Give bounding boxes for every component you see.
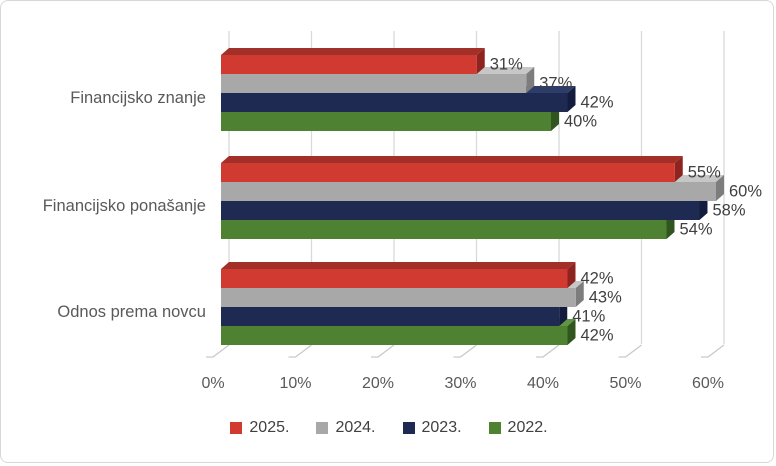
bar-2023-2: [221, 307, 560, 326]
data-label: 31%: [490, 56, 523, 74]
data-label: 43%: [589, 289, 622, 307]
legend-label: 2025.: [249, 419, 290, 436]
data-label: 37%: [539, 75, 572, 93]
bar-2022-0: [221, 112, 551, 131]
data-label: 60%: [729, 183, 762, 201]
floor-tick: [206, 344, 230, 358]
bar-end-2025-0: [476, 48, 485, 74]
bar-end-2025-2: [567, 262, 576, 288]
axis-tick-label: 0%: [201, 375, 224, 392]
legend-label: 2023.: [421, 419, 462, 436]
data-label: 41%: [572, 308, 605, 326]
bar-2025-0: [221, 55, 477, 74]
bar-end-2022-2: [567, 319, 576, 345]
legend-label: 2024.: [335, 419, 376, 436]
floor-tick: [536, 344, 560, 358]
bar-top-2025-2: [221, 262, 576, 269]
bar-end-2024-2: [575, 281, 584, 307]
category-label: Financijsko ponašanje: [43, 197, 206, 215]
bar-end-2023-0: [567, 86, 576, 112]
category-label: Odnos prema novcu: [57, 303, 206, 321]
bar-2022-2: [221, 326, 568, 345]
floor-tick: [618, 344, 642, 358]
data-label: 40%: [564, 113, 597, 131]
bar-end-2024-1: [716, 175, 724, 201]
axis-tick-label: 30%: [444, 375, 476, 392]
data-label: 54%: [680, 221, 713, 239]
data-label: 42%: [581, 94, 614, 112]
floor-tick: [288, 344, 312, 358]
axis-tick-label: 50%: [609, 375, 641, 392]
data-label: 55%: [688, 164, 721, 182]
floor-tick: [701, 344, 725, 358]
bar-end-2025-1: [674, 156, 683, 182]
legend-item-2025: 2025.: [230, 419, 289, 437]
axis-tick-label: 60%: [692, 375, 724, 392]
bar-2023-0: [221, 93, 568, 112]
data-label: 42%: [581, 270, 614, 288]
chart-legend: 2025. 2024. 2023. 2022.: [1, 415, 776, 441]
bar-2024-0: [221, 74, 527, 93]
axis-tick-label: 10%: [279, 375, 311, 392]
legend-swatch-2024: [316, 422, 329, 434]
data-label: 42%: [581, 327, 614, 345]
bar-end-2024-0: [526, 67, 535, 93]
bar-2023-1: [221, 201, 700, 220]
legend-item-2023: 2023.: [402, 419, 462, 437]
legend-item-2024: 2024.: [316, 419, 376, 437]
bar-2025-1: [221, 163, 675, 182]
data-label: 58%: [713, 202, 746, 220]
bar-2022-1: [221, 220, 667, 239]
floor-tick: [371, 344, 395, 358]
category-label: Financijsko znanje: [70, 89, 206, 107]
axis-tick-label: 20%: [362, 375, 394, 392]
bar-top-2025-1: [221, 156, 683, 163]
bar-2024-1: [221, 182, 716, 201]
legend-item-2022: 2022.: [488, 419, 548, 437]
legend-label: 2022.: [507, 419, 548, 436]
legend-swatch-2023: [402, 422, 415, 434]
bar-2025-2: [221, 269, 568, 288]
legend-swatch-2022: [488, 422, 501, 434]
legend-swatch-2025: [230, 422, 243, 434]
bar-top-2025-0: [221, 48, 485, 55]
axis-tick-label: 40%: [527, 375, 559, 392]
bar-2024-2: [221, 288, 576, 307]
floor-tick: [453, 344, 477, 358]
